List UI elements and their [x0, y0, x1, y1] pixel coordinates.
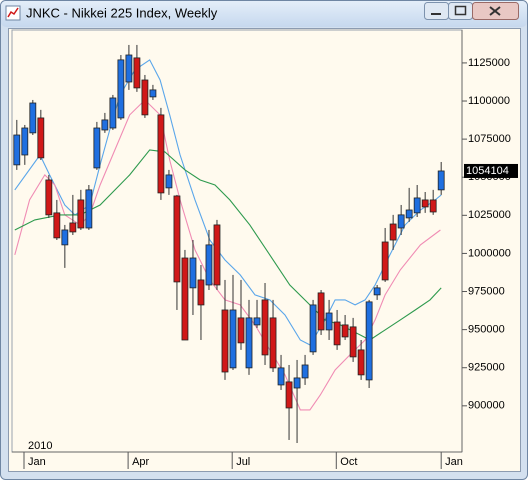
candle-body [245, 317, 253, 369]
x-tick-label: Oct [340, 456, 357, 468]
y-tick-label: 925000 [468, 362, 505, 374]
candle-body [373, 287, 381, 296]
moving-average-line [14, 59, 442, 346]
candle-body [13, 134, 21, 166]
app-icon [5, 5, 21, 21]
candle-body [333, 321, 341, 346]
chart: 900000 925000 950000 975000 1000000 1025000 10… [13, 44, 518, 469]
candle-body [253, 317, 261, 326]
y-tick-label: 1100000 [468, 95, 510, 107]
title-bar [1, 1, 527, 27]
year-label: 2010 [28, 440, 52, 452]
y-tick-label: 1000000 [468, 247, 511, 259]
candle-body [261, 299, 269, 356]
candle-body [181, 257, 189, 341]
y-tick-label: 1075000 [468, 133, 511, 145]
candle-body [341, 324, 349, 338]
candle-body [213, 224, 221, 286]
candle-body [45, 179, 53, 216]
candle-body [61, 229, 69, 246]
candle-body [293, 377, 301, 389]
y-tick-label: 975000 [468, 285, 505, 297]
candle-body [349, 326, 357, 358]
candle-body [69, 222, 77, 233]
candle-body [53, 212, 61, 239]
candle-body [269, 317, 277, 369]
candle-body [397, 214, 405, 229]
last-price-box [464, 163, 518, 178]
candle-body [437, 170, 445, 191]
candle-body [381, 241, 389, 281]
candle-body [77, 199, 85, 229]
candle-body [285, 381, 293, 409]
close-button[interactable] [472, 2, 519, 20]
candle-body [93, 127, 101, 169]
window-title: JNKC - Nikkei 225 Index, Weekly [26, 5, 218, 20]
candle-body [221, 309, 229, 373]
candle-body [317, 292, 325, 331]
candle-body [149, 89, 157, 98]
candle-body [157, 114, 165, 194]
y-tick-label: 1125000 [468, 57, 510, 69]
x-tick-label: Apr [132, 456, 149, 468]
candle-body [37, 117, 45, 159]
plot-area [11, 29, 463, 453]
candle-body [101, 119, 109, 131]
candle-body [237, 317, 245, 344]
x-tick-label: Jan [445, 456, 463, 468]
y-tick-label: 900000 [468, 400, 505, 412]
candle-body [405, 209, 413, 219]
candle-body [141, 79, 149, 116]
candle-body [389, 223, 397, 241]
candle-body [197, 279, 205, 306]
candle-body [301, 364, 309, 379]
candle-body [421, 199, 429, 208]
maximize-button[interactable] [448, 2, 473, 20]
candle-body [165, 174, 173, 189]
candle-body [117, 59, 125, 119]
moving-average-line [14, 149, 442, 341]
candle-body [125, 54, 133, 83]
y-tick-label: 950000 [468, 324, 505, 336]
candle-body [109, 97, 117, 129]
minimize-button[interactable] [424, 2, 449, 20]
candle-body [277, 367, 285, 386]
candle-body [357, 349, 365, 376]
candle-body [85, 189, 93, 229]
x-tick-label: Jul [236, 456, 250, 468]
candle-body [429, 199, 437, 213]
candle-body [29, 102, 37, 134]
candle-body [365, 301, 373, 381]
candle-body [205, 244, 213, 286]
candle-body [173, 195, 181, 283]
y-tick-label: 1025000 [468, 209, 511, 221]
candle-body [413, 197, 421, 214]
candle-body [229, 309, 237, 369]
candle-body [309, 304, 317, 353]
candle-body [325, 312, 333, 331]
candle-body [189, 257, 197, 289]
candle-body [133, 57, 141, 89]
candle-body [21, 127, 29, 156]
last-price-label: 1054104 [466, 165, 509, 177]
x-tick-label: Jan [28, 456, 46, 468]
